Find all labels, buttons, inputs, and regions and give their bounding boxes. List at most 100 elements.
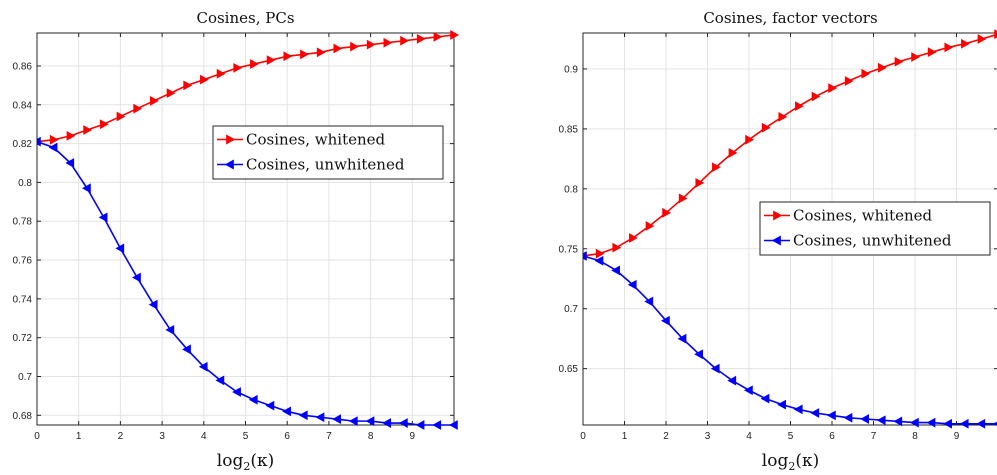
y-tick-label: 0.86 xyxy=(13,61,33,72)
data-point xyxy=(216,68,226,79)
x-tick-label: 0 xyxy=(34,431,40,442)
data-point xyxy=(348,416,358,426)
data-point xyxy=(266,55,276,66)
y-tick-label: 0.8 xyxy=(564,184,578,195)
data-point xyxy=(316,47,326,58)
data-point xyxy=(844,76,854,86)
data-point xyxy=(282,406,291,417)
data-point xyxy=(878,62,887,73)
data-point xyxy=(432,420,442,430)
data-point xyxy=(300,49,309,60)
series-2 xyxy=(37,136,458,430)
data-point xyxy=(215,375,225,386)
data-point xyxy=(149,96,159,106)
x-tick-label: 6 xyxy=(829,431,835,442)
data-point xyxy=(99,119,109,130)
x-tick-label: 1 xyxy=(622,431,628,442)
data-point xyxy=(165,325,175,335)
data-point xyxy=(826,410,836,421)
data-point xyxy=(710,363,720,374)
x-axis-label-subscript: 2 xyxy=(788,460,795,473)
legend: Cosines, whitened Cosines, unwhitened xyxy=(759,201,991,256)
data-point xyxy=(98,212,108,223)
data-point xyxy=(265,400,275,411)
x-axis-label: log2(κ) xyxy=(762,451,819,473)
y-tick-label: 0.7 xyxy=(18,372,32,383)
data-point xyxy=(760,393,770,404)
data-point xyxy=(350,41,359,52)
y-tick-label: 0.85 xyxy=(559,124,579,135)
data-point xyxy=(911,52,921,62)
data-point xyxy=(677,333,687,344)
y-tick-label: 0.75 xyxy=(559,244,579,255)
data-point xyxy=(828,83,838,94)
x-axis-label-arg: (κ) xyxy=(250,451,274,471)
chart-2: 0 1 2 3 4 5 6 7 8 9 0.65 0.7 0.75 0.8 0.85 0.9 Cosines, … xyxy=(559,9,997,473)
chart-title: Cosines, factor vectors xyxy=(703,9,877,27)
data-point xyxy=(795,101,804,112)
data-point xyxy=(777,399,786,410)
series-1 xyxy=(37,30,460,145)
data-point xyxy=(728,147,738,158)
y-tick-label: 0.9 xyxy=(564,64,578,75)
data-point xyxy=(133,103,143,114)
data-point xyxy=(694,349,703,360)
data-point xyxy=(745,134,755,145)
series-1 xyxy=(583,29,997,259)
data-point xyxy=(332,414,342,425)
data-point xyxy=(315,412,325,423)
data-point xyxy=(660,315,670,326)
data-point xyxy=(595,248,605,259)
y-tick-label: 0.78 xyxy=(13,217,33,228)
x-axis-label: log2(κ) xyxy=(217,451,274,473)
data-point xyxy=(944,42,954,53)
data-point xyxy=(876,415,886,426)
data-point xyxy=(248,394,258,405)
data-point xyxy=(644,296,654,307)
chart-title: Cosines, PCs xyxy=(196,9,294,27)
data-point xyxy=(594,255,604,266)
legend-label: Cosines, whitened xyxy=(793,207,933,225)
data-point xyxy=(49,134,59,145)
data-point xyxy=(333,43,343,54)
data-point xyxy=(182,344,191,355)
x-tick-label: 5 xyxy=(243,431,249,442)
data-point xyxy=(166,88,176,99)
y-tick-label: 0.65 xyxy=(559,364,579,375)
data-point xyxy=(976,418,986,429)
x-tick-label: 3 xyxy=(705,431,711,442)
x-tick-label: 0 xyxy=(580,431,586,442)
y-tick-label: 0.7 xyxy=(564,304,578,315)
x-tick-label: 7 xyxy=(326,431,332,442)
legend-entry: Cosines, whitened xyxy=(217,131,386,149)
data-point xyxy=(400,35,409,46)
x-tick-label: 4 xyxy=(746,431,752,442)
legend-swatch-marker xyxy=(224,159,234,170)
data-point xyxy=(65,158,75,168)
data-point xyxy=(761,122,771,133)
data-point xyxy=(861,68,871,79)
legend-entry: Cosines, unwhitened xyxy=(217,156,405,174)
legend: Cosines, whitened Cosines, unwhitened xyxy=(212,125,444,180)
x-tick-label: 9 xyxy=(954,431,960,442)
data-point xyxy=(629,233,638,243)
legend-swatch-marker xyxy=(226,134,236,145)
legend-label: Cosines, whitened xyxy=(246,131,386,149)
x-tick-label: 3 xyxy=(159,431,165,442)
x-axis-label-arg: (κ) xyxy=(795,451,819,471)
legend-swatch-marker xyxy=(771,235,781,246)
data-point xyxy=(48,142,58,153)
data-point xyxy=(66,130,76,141)
data-point xyxy=(778,112,788,122)
data-point xyxy=(943,418,952,429)
data-point xyxy=(82,183,91,194)
legend-box xyxy=(212,125,444,180)
series-2 xyxy=(583,251,997,429)
x-tick-label: 8 xyxy=(368,431,374,442)
x-axis-label-main: log xyxy=(217,451,244,471)
x-tick-label: 2 xyxy=(663,431,669,442)
legend-label: Cosines, unwhitened xyxy=(246,156,405,174)
data-point xyxy=(926,417,936,428)
data-point xyxy=(198,361,208,372)
